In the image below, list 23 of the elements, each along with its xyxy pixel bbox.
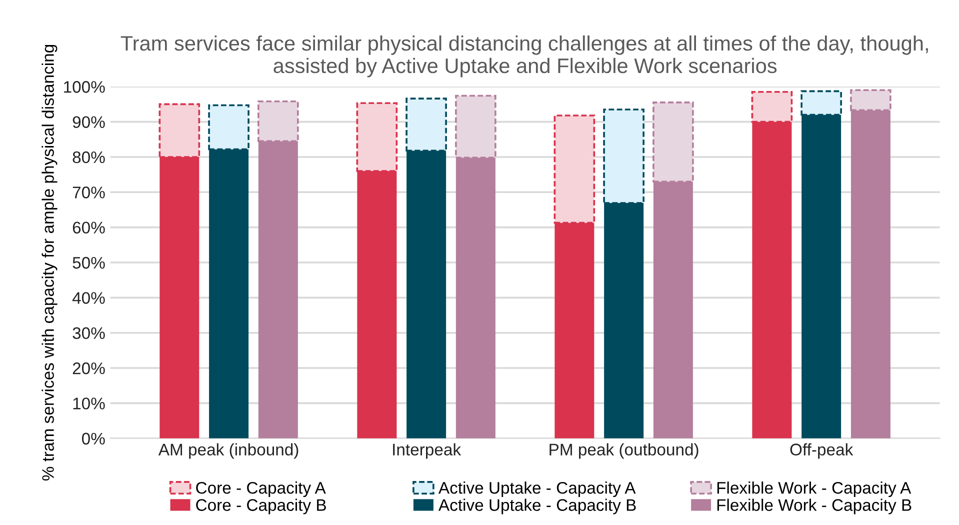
- x-tick-label: Off-peak: [790, 443, 854, 459]
- y-tick-label: 80%: [72, 151, 105, 164]
- y-tick-label: 0%: [82, 432, 105, 445]
- y-tick-label: 30%: [72, 327, 105, 340]
- y-tick-label: 90%: [72, 116, 105, 128]
- y-axis-title: % tram services with capacity for ample physical distancing: [42, 44, 58, 480]
- legend-label: Flexible Work - Capacity A: [717, 482, 912, 498]
- chart-title: Tram services face similar physical distancing challenges at all times of the day, though, assisted by Active Uptake and Flexible Work scenarios: [120, 35, 928, 78]
- y-tick-label: 40%: [72, 292, 105, 304]
- y-tick-label: 60%: [72, 222, 105, 234]
- legend-label: Core - Capacity B: [196, 498, 326, 514]
- y-tick-label: 10%: [73, 398, 105, 410]
- legend-label: Active Uptake - Capacity A: [438, 482, 636, 498]
- x-tick-label: PM peak (outbound): [550, 443, 698, 459]
- legend-label: Active Uptake - Capacity B: [438, 498, 636, 514]
- x-tick-label: Interpeak: [393, 443, 462, 459]
- legend-label: Core - Capacity A: [196, 482, 326, 498]
- y-tick-label: 70%: [72, 186, 105, 198]
- legend-label: Flexible Work - Capacity B: [717, 498, 912, 514]
- x-tick-label: AM peak (inbound): [158, 443, 298, 459]
- y-tick-label: 100%: [64, 81, 105, 93]
- y-tick-label: 50%: [72, 256, 105, 269]
- y-tick-label: 20%: [72, 362, 105, 374]
